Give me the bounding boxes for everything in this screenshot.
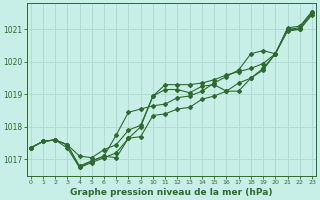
X-axis label: Graphe pression niveau de la mer (hPa): Graphe pression niveau de la mer (hPa) [70, 188, 273, 197]
